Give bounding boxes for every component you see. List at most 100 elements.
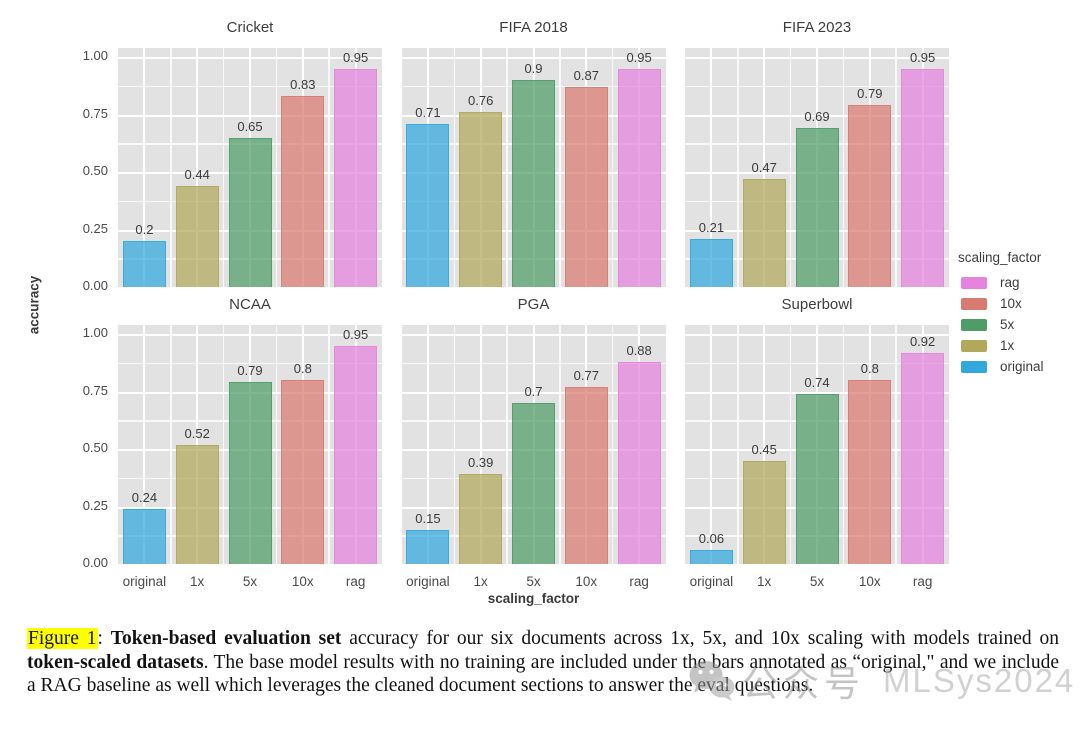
bar-value-label: 0.71 bbox=[415, 104, 441, 120]
x-tick-label: 1x bbox=[473, 574, 488, 589]
bar-value-label: 0.83 bbox=[290, 77, 316, 93]
bar-value-label: 0.95 bbox=[626, 49, 652, 65]
caption-bold-2: token-scaled datasets bbox=[27, 651, 204, 673]
y-tick-label: 0.00 bbox=[82, 278, 108, 293]
y-tick-label: 0.00 bbox=[82, 555, 108, 570]
gridline bbox=[842, 48, 845, 287]
bar-value-label: 0.76 bbox=[468, 93, 494, 109]
panel-title: Cricket bbox=[226, 19, 274, 36]
figure-caption: Figure 1: Token-based evaluation set acc… bbox=[27, 627, 1059, 698]
gridline bbox=[143, 48, 146, 287]
bar-10x bbox=[848, 105, 892, 287]
gridline bbox=[737, 325, 739, 564]
bar-rag bbox=[334, 345, 378, 564]
bar-original bbox=[689, 550, 733, 564]
gridline bbox=[170, 48, 172, 287]
bar-value-label: 0.79 bbox=[857, 86, 883, 102]
legend: scaling_factor rag 10x 5x 1x original bbox=[958, 250, 1044, 377]
gridline bbox=[479, 325, 482, 564]
gridline bbox=[789, 48, 792, 287]
gridline bbox=[763, 48, 766, 287]
bar-5x bbox=[228, 382, 272, 564]
legend-swatch bbox=[961, 339, 987, 352]
gridline bbox=[143, 325, 146, 564]
gridline bbox=[895, 325, 897, 564]
gridline bbox=[222, 325, 225, 564]
bar-value-label: 0.95 bbox=[909, 49, 936, 65]
y-tick-label: 0.50 bbox=[82, 440, 108, 456]
y-tick-label: 0.75 bbox=[82, 105, 108, 121]
bar-5x bbox=[795, 393, 839, 564]
y-tick-label: 1.00 bbox=[82, 325, 108, 341]
bar-5x bbox=[512, 403, 555, 564]
gridline bbox=[222, 48, 225, 287]
x-tick-label: 10x bbox=[291, 574, 314, 589]
legend-swatch bbox=[961, 318, 987, 331]
caption-bold-1: Token-based evaluation set bbox=[110, 628, 342, 649]
bar-rag bbox=[901, 352, 945, 564]
bar-10x bbox=[281, 96, 325, 287]
bar-value-label: 0.7 bbox=[524, 384, 543, 400]
gridline bbox=[275, 325, 278, 564]
panel-title: NCAA bbox=[229, 296, 271, 313]
bar-10x bbox=[564, 87, 608, 287]
legend-swatch bbox=[961, 360, 987, 373]
legend-entry-5x: 5x bbox=[961, 314, 1044, 335]
bar-value-label: 0.8 bbox=[293, 361, 312, 377]
gridline bbox=[328, 48, 330, 287]
x-axis-label: scaling_factor bbox=[487, 591, 580, 606]
legend-entry-original: original bbox=[961, 356, 1044, 377]
gridline bbox=[453, 325, 456, 564]
gridline bbox=[737, 48, 739, 287]
gridline bbox=[611, 48, 614, 287]
gridline bbox=[559, 48, 561, 287]
bar-value-label: 0.77 bbox=[573, 368, 599, 384]
bar-value-label: 0.88 bbox=[626, 342, 652, 358]
bar-10x bbox=[564, 387, 608, 564]
bar-5x bbox=[795, 128, 839, 287]
bar-5x bbox=[512, 80, 555, 287]
bar-value-label: 0.87 bbox=[573, 68, 599, 84]
bar-rag bbox=[334, 68, 378, 287]
bar-value-label: 0.24 bbox=[131, 489, 158, 505]
gridline bbox=[275, 48, 278, 287]
bar-value-label: 0.95 bbox=[342, 326, 369, 342]
gridline bbox=[895, 48, 897, 287]
legend-entry-label: rag bbox=[1000, 275, 1020, 290]
caption-text-1: accuracy for our six documents across 1x… bbox=[341, 628, 1060, 649]
bar-original bbox=[406, 529, 450, 564]
gridline bbox=[611, 325, 614, 564]
bar-original bbox=[689, 238, 733, 287]
x-tick-label: original bbox=[689, 574, 734, 589]
panel-title: FIFA 2023 bbox=[782, 19, 852, 36]
legend-title: scaling_factor bbox=[958, 250, 1042, 265]
y-tick-label: 0.25 bbox=[82, 220, 108, 236]
x-tick-label: rag bbox=[912, 574, 933, 589]
x-tick-label: 10x bbox=[575, 574, 598, 589]
bar-1x bbox=[175, 185, 219, 287]
gridline bbox=[842, 325, 845, 564]
bar-value-label: 0.92 bbox=[909, 333, 936, 349]
x-tick-label: original bbox=[122, 574, 167, 589]
panel-title: FIFA 2018 bbox=[499, 19, 568, 36]
legend-entry-label: 1x bbox=[1000, 338, 1015, 353]
x-tick-label: original bbox=[406, 574, 450, 589]
x-tick-label: 10x bbox=[858, 574, 881, 589]
y-tick-label: 0.50 bbox=[82, 163, 108, 179]
bar-1x bbox=[459, 112, 503, 287]
legend-entry-label: original bbox=[1000, 359, 1044, 374]
x-tick-label: 5x bbox=[526, 574, 541, 589]
bar-value-label: 0.21 bbox=[698, 219, 725, 235]
x-tick-label: 1x bbox=[190, 574, 205, 589]
bar-10x bbox=[281, 380, 325, 564]
gridline bbox=[426, 325, 429, 564]
bar-rag bbox=[617, 68, 661, 287]
bar-value-label: 0.06 bbox=[698, 531, 725, 547]
x-tick-label: rag bbox=[345, 574, 366, 589]
bar-10x bbox=[848, 380, 892, 564]
bar-value-label: 0.15 bbox=[415, 510, 441, 526]
gridline bbox=[710, 48, 713, 287]
legend-swatch bbox=[961, 297, 987, 310]
bar-1x bbox=[742, 179, 786, 287]
gridline bbox=[328, 325, 330, 564]
